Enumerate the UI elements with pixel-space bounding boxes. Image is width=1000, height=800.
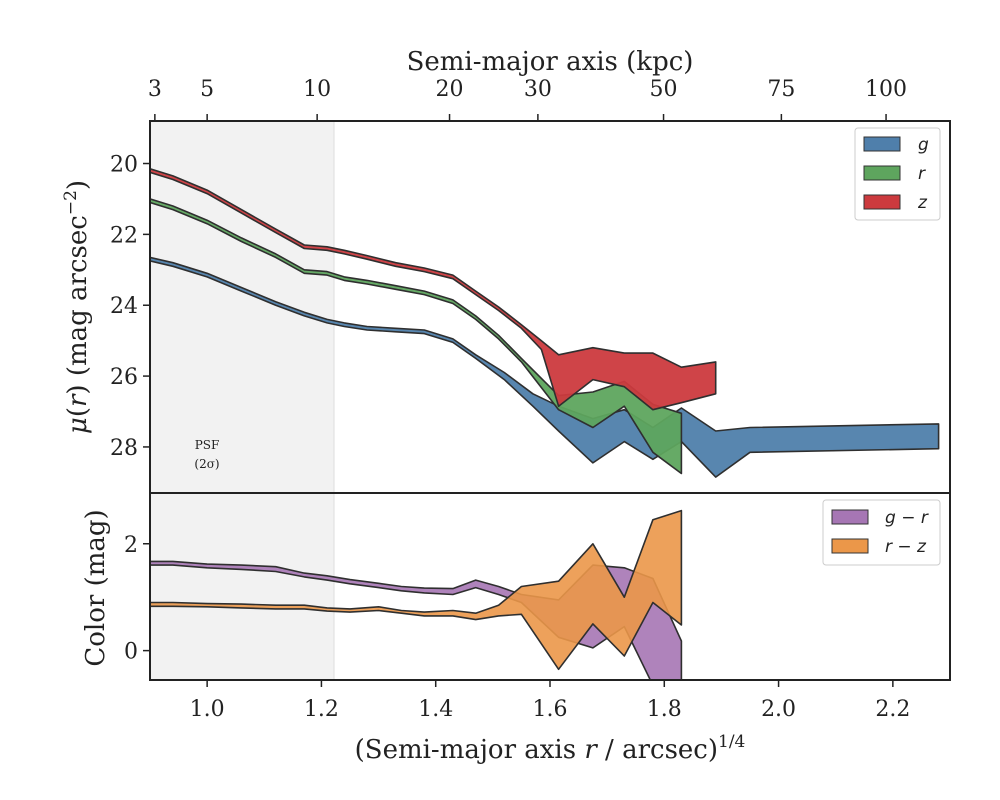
psf-shade-bottom xyxy=(150,493,334,680)
top-x-tick-label: 5 xyxy=(200,77,214,102)
bottom-x-tick-label: 1.2 xyxy=(304,697,339,722)
legend-label-r: r xyxy=(918,164,926,184)
top-x-tick-label: 20 xyxy=(436,77,464,102)
top-x-tick-label: 75 xyxy=(767,77,795,102)
bottom-x-ticks: 1.0 1.2 1.4 1.6 1.8 2.0 2.2 xyxy=(190,680,910,722)
bottom-y-axis-label: Color (mag) xyxy=(81,509,111,666)
top-x-tick-label: 3 xyxy=(148,77,162,102)
bottom-x-axis-label: (Semi-major axis r / arcsec)1/4 xyxy=(355,732,746,765)
top-y-tick-label: 26 xyxy=(110,365,138,390)
bottom-x-tick-label: 1.6 xyxy=(533,697,568,722)
top-y-tick-label: 22 xyxy=(110,223,138,248)
top-x-tick-label: 30 xyxy=(524,77,552,102)
bottom-y-tick-label: 2 xyxy=(124,533,138,558)
top-y-ticks: 20 22 24 26 28 xyxy=(110,153,150,461)
legend-label-z: z xyxy=(917,193,928,213)
top-x-tick-label: 100 xyxy=(865,77,907,102)
bottom-x-tick-label: 2.2 xyxy=(875,697,910,722)
legend-label-g-r: g − r xyxy=(885,508,929,528)
bottom-series-group xyxy=(150,509,683,680)
top-y-tick-label: 24 xyxy=(110,294,138,319)
bottom-x-tick-label: 2.0 xyxy=(761,697,796,722)
bottom-panel: 02 1.0 1.2 1.4 1.6 1.8 2.0 2.2 g − r r − z xyxy=(124,492,951,722)
legend-swatch-g-r xyxy=(831,509,869,525)
legend-swatch-r-z xyxy=(831,538,869,554)
bottom-x-tick-label: 1.8 xyxy=(647,697,682,722)
top-y-axis-label: μ(r) (mag arcsec−2) xyxy=(61,180,93,434)
psf-shade-top xyxy=(150,121,334,493)
band-r xyxy=(150,198,683,475)
top-panel: 20 22 24 26 28 3 5 10 20 30 50 75 100 PSF (2σ) g r … xyxy=(110,77,951,494)
legend-label-g: g xyxy=(918,135,929,155)
bottom-x-tick-label: 1.0 xyxy=(190,697,225,722)
bottom-x-tick-label: 1.4 xyxy=(418,697,453,722)
psf-annotation-line-2: (2σ) xyxy=(194,457,219,471)
top-y-tick-label: 28 xyxy=(110,436,138,461)
top-x-ticks: 3 5 10 20 30 50 75 100 xyxy=(148,77,907,121)
top-x-tick-label: 10 xyxy=(303,77,331,102)
band-r-z xyxy=(150,509,683,671)
band-g xyxy=(150,256,940,478)
bottom-plot-frame xyxy=(149,492,951,681)
legend-bottom: g − r r − z xyxy=(822,499,941,566)
legend-top: g r z xyxy=(854,127,941,221)
psf-annotation-line-1: PSF xyxy=(195,438,220,452)
top-series-group xyxy=(150,168,940,478)
top-y-tick-label: 20 xyxy=(110,153,138,178)
band-z xyxy=(150,168,717,411)
legend-swatch-g xyxy=(863,136,901,152)
top-x-tick-label: 50 xyxy=(650,77,678,102)
legend-swatch-z xyxy=(863,194,901,210)
bottom-y-tick-label: 0 xyxy=(124,640,138,665)
legend-label-r-z: r − z xyxy=(885,537,927,557)
bottom-y-ticks: 02 xyxy=(124,533,150,665)
top-axis-label: Semi-major axis (kpc) xyxy=(407,47,694,77)
legend-swatch-r xyxy=(863,165,901,181)
